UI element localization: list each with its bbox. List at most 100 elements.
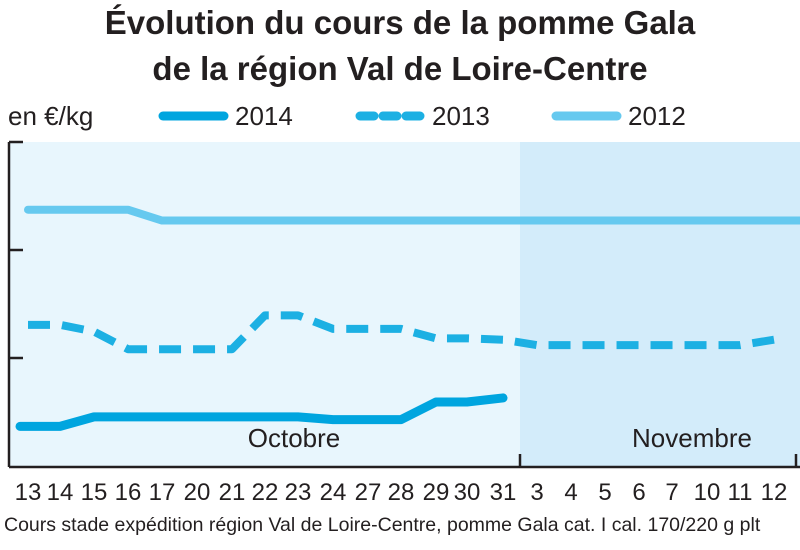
data-point-2013-4 — [571, 345, 572, 346]
data-point-2012-7 — [672, 220, 673, 221]
chart-title-line-2: de la région Val de Loire-Centre — [152, 50, 647, 87]
data-point-2013-28 — [401, 328, 402, 329]
data-point-2014-14 — [60, 426, 61, 427]
legend-label-2013: 2013 — [432, 101, 490, 131]
data-point-2014-28 — [401, 419, 402, 420]
data-point-2013-21 — [232, 349, 233, 350]
data-point-2012-21 — [232, 220, 233, 221]
data-point-2013-24 — [333, 328, 334, 329]
data-point-2012-29 — [436, 220, 437, 221]
data-point-2014-29 — [436, 402, 437, 403]
data-point-2012-22 — [265, 220, 266, 221]
legend: 2014 2013 2012 — [158, 101, 686, 131]
x-tick-label-10: 24 — [320, 479, 347, 506]
x-tick-label-9: 23 — [285, 479, 312, 506]
november-background — [520, 142, 800, 467]
data-point-2012-28 — [401, 220, 402, 221]
data-point-2012-4 — [571, 220, 572, 221]
data-point-2013-10 — [707, 345, 708, 346]
data-point-2013-13 — [28, 324, 29, 325]
x-tick-label-14: 30 — [454, 479, 481, 506]
data-point-2014-22 — [265, 416, 266, 417]
x-tick-label-19: 6 — [632, 479, 645, 506]
x-tick-label-21: 10 — [694, 479, 721, 506]
data-point-2014-17 — [162, 416, 163, 417]
x-tick-label-4: 16 — [115, 479, 142, 506]
data-point-2013-3 — [537, 345, 538, 346]
data-point-2014-30 — [467, 402, 468, 403]
data-point-2014-20 — [197, 416, 198, 417]
data-point-2012-3 — [537, 220, 538, 221]
data-point-2014-23 — [298, 416, 299, 417]
data-point-2012-24 — [333, 220, 334, 221]
data-point-2012-23 — [298, 220, 299, 221]
data-point-2013-31 — [503, 339, 504, 340]
data-point-2012-15 — [94, 209, 95, 210]
data-point-2013-20 — [197, 349, 198, 350]
data-point-2012-17 — [162, 220, 163, 221]
data-point-2013-5 — [605, 345, 606, 346]
data-point-2013-15 — [94, 331, 95, 332]
month-label-october: Octobre — [248, 423, 341, 453]
x-tick-label-7: 21 — [219, 479, 246, 506]
x-tick-label-5: 17 — [149, 479, 176, 506]
legend-label-2012: 2012 — [628, 101, 686, 131]
source-note: Cours stade expédition région Val de Loi… — [4, 514, 761, 536]
data-point-2013-17 — [162, 349, 163, 350]
x-tick-label-16: 3 — [530, 479, 543, 506]
x-tick-label-1: 13 — [15, 479, 42, 506]
data-point-2014-24 — [333, 419, 334, 420]
data-point-2012-10 — [707, 220, 708, 221]
x-tick-label-2: 14 — [47, 479, 74, 506]
data-point-2013-12 — [774, 339, 775, 340]
data-point-2012-12 — [774, 220, 775, 221]
series-layer — [15, 205, 800, 431]
x-tick-label-20: 7 — [665, 479, 678, 506]
data-point-2014-31 — [503, 397, 504, 398]
data-point-2014-15 — [94, 416, 95, 417]
data-point-2014-21 — [232, 416, 233, 417]
data-point-2012-27 — [368, 220, 369, 221]
x-tick-label-22: 11 — [728, 479, 753, 506]
data-point-2013-27 — [368, 328, 369, 329]
data-point-2012-31 — [503, 220, 504, 221]
x-tick-label-18: 5 — [598, 479, 611, 506]
data-point-2012-14 — [60, 209, 61, 210]
data-point-2013-22 — [265, 315, 266, 316]
data-point-2012-30 — [467, 220, 468, 221]
series-line-2013 — [28, 311, 775, 354]
x-tick-label-11: 27 — [355, 479, 382, 506]
x-tick-label-17: 4 — [564, 479, 577, 506]
data-point-2013-7 — [672, 345, 673, 346]
data-point-2012-6 — [639, 220, 640, 221]
data-point-2013-16 — [128, 349, 129, 350]
data-point-2014-16 — [128, 416, 129, 417]
legend-label-2014: 2014 — [235, 101, 293, 131]
data-point-2013-23 — [298, 315, 299, 316]
series-line-2012 — [24, 205, 800, 225]
data-point-2012-20 — [197, 220, 198, 221]
data-point-2012-16 — [128, 209, 129, 210]
data-point-2012-13 — [28, 209, 29, 210]
month-label-november: Novembre — [632, 423, 752, 453]
x-tick-label-8: 22 — [252, 479, 279, 506]
x-tick-label-6: 20 — [184, 479, 211, 506]
x-ticks: 13 14 15 16 17 20 21 22 23 24 27 28 29 30 31 3 4 5 6 7 10 11 1… — [15, 454, 800, 506]
x-tick-label-15: 31 — [490, 479, 517, 506]
y-ticks — [9, 140, 23, 360]
data-point-2014-27 — [368, 419, 369, 420]
data-point-2012-11 — [740, 220, 741, 221]
x-tick-label-23: 12 — [761, 479, 788, 506]
data-point-2013-29 — [436, 338, 437, 339]
series-line-2014 — [15, 393, 508, 431]
data-point-2013-11 — [740, 345, 741, 346]
data-point-2013-30 — [467, 338, 468, 339]
chart-title-line-1: Évolution du cours de la pomme Gala — [105, 4, 696, 41]
data-point-2013-6 — [639, 345, 640, 346]
x-tick-label-13: 29 — [423, 479, 450, 506]
x-tick-label-12: 28 — [388, 479, 415, 506]
data-point-2012-5 — [605, 220, 606, 221]
data-point-2014-13 — [28, 426, 29, 427]
y-unit-label: en €/kg — [8, 101, 93, 131]
